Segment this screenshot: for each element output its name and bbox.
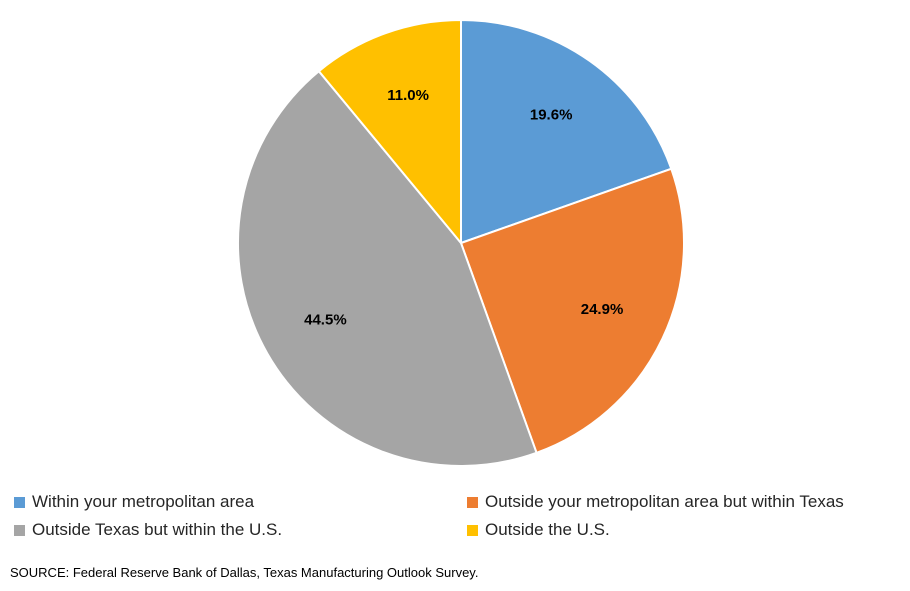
legend-label: Outside the U.S. — [485, 520, 610, 539]
data-label-outside-us: 11.0% — [387, 87, 429, 104]
data-label-within-metro: 19.6% — [530, 107, 573, 124]
legend-swatch — [14, 524, 25, 536]
legend-swatch — [467, 496, 478, 508]
source-note: SOURCE: Federal Reserve Bank of Dallas, … — [10, 565, 479, 580]
legend-swatch — [467, 524, 478, 536]
legend-label: Within your metropolitan area — [32, 492, 255, 511]
data-label-outside-metro-within-texas: 24.9% — [581, 301, 624, 318]
legend: Within your metropolitan area Outside yo… — [14, 488, 910, 544]
legend-label: Outside Texas but within the U.S. — [32, 520, 283, 539]
pie-slice-outside-texas-within-us — [237, 69, 538, 467]
pie-chart: 19.6% 24.9% 44.5% 11.0% — [237, 18, 685, 467]
legend-label: Outside your metropolitan area but withi… — [485, 492, 844, 511]
legend-item-outside-us: Outside the U.S. — [467, 520, 610, 540]
legend-item-outside-texas-within-us: Outside Texas but within the U.S. — [14, 520, 467, 540]
data-label-outside-texas-within-us: 44.5% — [304, 311, 347, 328]
legend-item-outside-metro-within-texas: Outside your metropolitan area but withi… — [467, 492, 844, 512]
legend-item-within-metro: Within your metropolitan area — [14, 492, 467, 512]
pie-slice-outside-us — [317, 18, 462, 246]
pie-slice-outside-metro-within-texas — [459, 167, 685, 455]
legend-swatch — [14, 496, 25, 508]
